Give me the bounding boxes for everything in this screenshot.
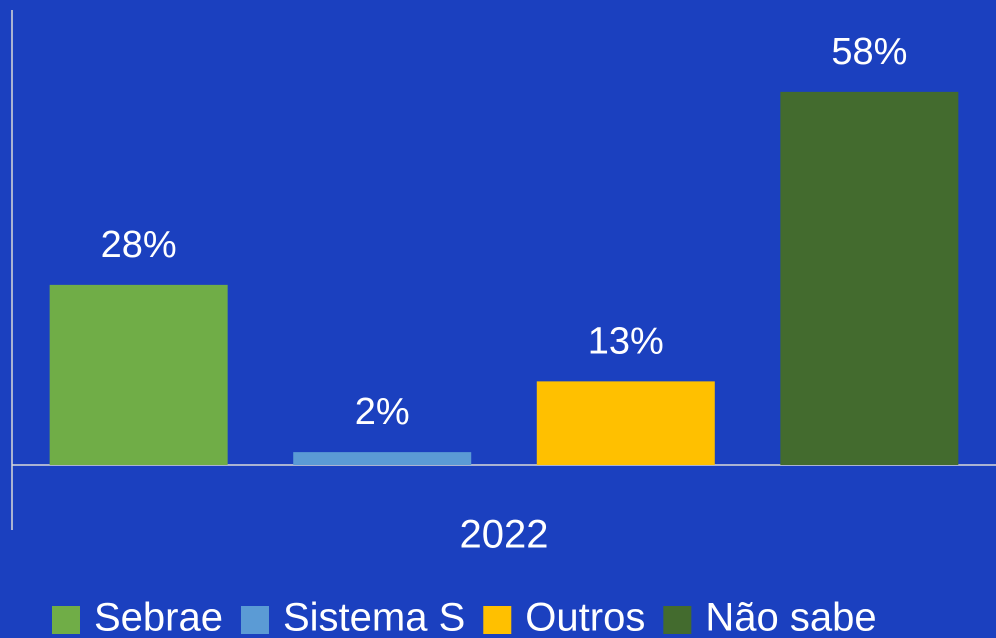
data-label: 28% [101, 224, 177, 266]
legend-label: Sebrae [94, 596, 223, 638]
data-label: 2% [355, 391, 410, 433]
legend-swatch [663, 606, 692, 634]
data-label: 58% [831, 31, 907, 73]
legend-swatch [52, 606, 80, 634]
x-tick-label: 2022 [460, 513, 549, 557]
bar [536, 381, 715, 465]
legend-label: Sistema S [283, 596, 465, 638]
legend-label: Não sabe [705, 596, 876, 638]
data-label: 13% [588, 320, 664, 362]
bar [780, 91, 959, 465]
bar [49, 284, 228, 465]
legend-swatch [483, 606, 512, 634]
legend-label: Outros [525, 596, 645, 638]
bar [293, 452, 472, 465]
legend-swatch [240, 606, 269, 634]
